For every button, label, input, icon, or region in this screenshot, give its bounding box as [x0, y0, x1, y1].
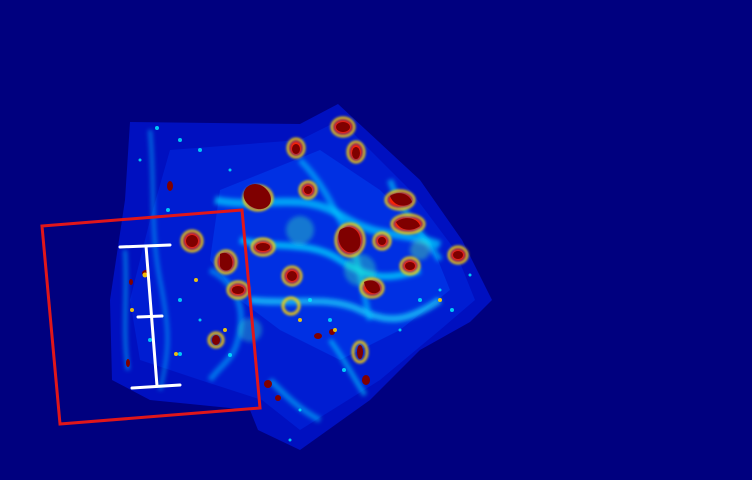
speckles-warm [130, 272, 442, 356]
hotspots [126, 120, 465, 401]
speckles [138, 126, 472, 442]
hotspot-halos [180, 116, 469, 364]
selection-box[interactable] [40, 208, 262, 426]
scale-marker [118, 243, 182, 390]
